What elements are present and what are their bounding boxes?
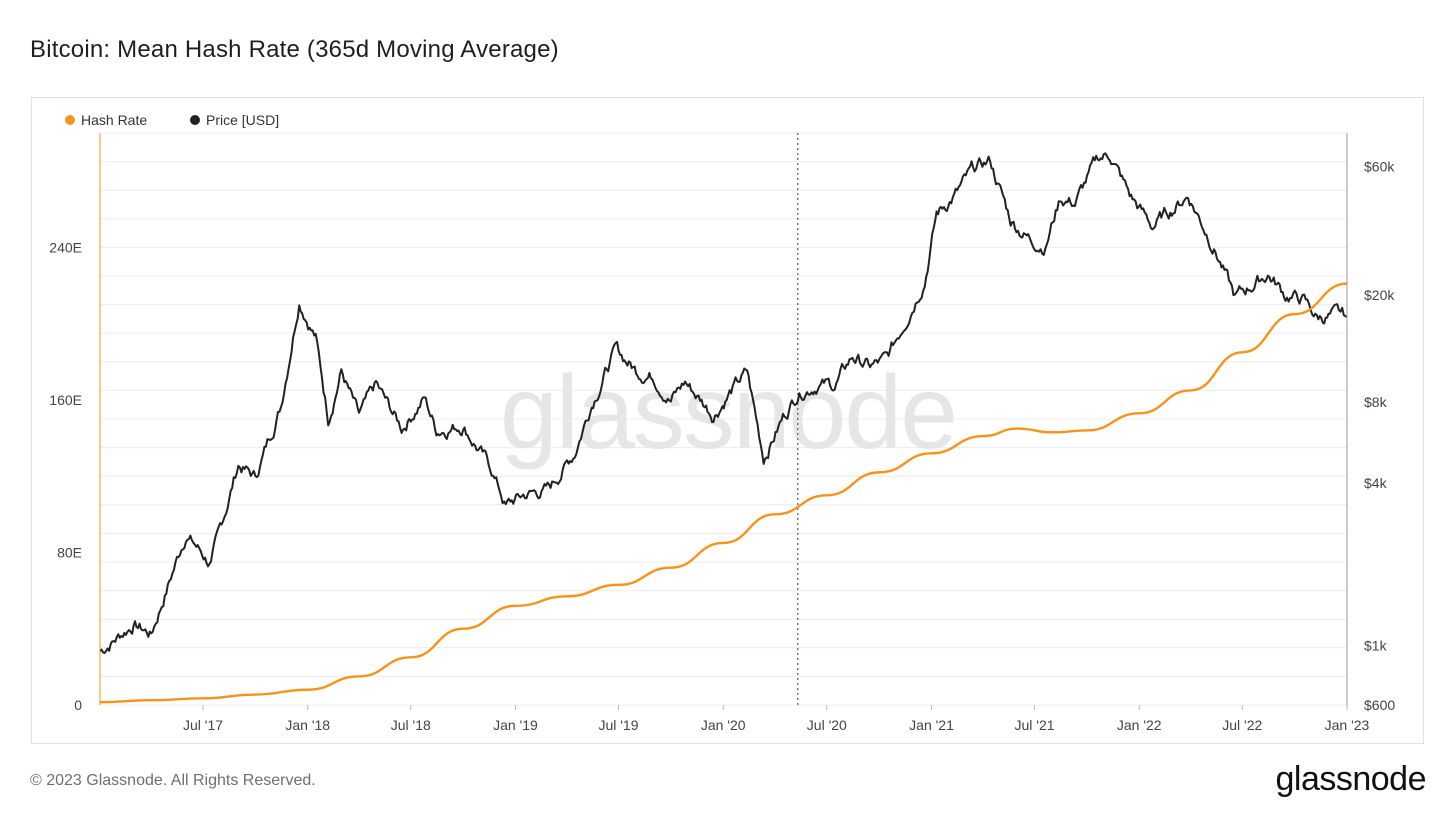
- legend-item-price[interactable]: Price [USD]: [190, 112, 279, 128]
- left-axis-ticks: 0 80E 160E 240E: [49, 239, 82, 713]
- right-tick-label: $20k: [1364, 287, 1395, 303]
- chart-panel: [31, 97, 1424, 744]
- x-tick-label: Jan '22: [1117, 717, 1162, 733]
- page-title: Bitcoin: Mean Hash Rate (365d Moving Ave…: [30, 36, 559, 63]
- x-tick-label: Jan '18: [285, 717, 330, 733]
- series-line-hash-rate: [99, 282, 1348, 704]
- x-tick-label: Jul '17: [183, 717, 223, 733]
- right-tick-label: $8k: [1364, 394, 1388, 410]
- x-tick-label: Jul '22: [1222, 717, 1262, 733]
- x-tick-label: Jan '19: [493, 717, 538, 733]
- x-tick-label: Jan '20: [701, 717, 746, 733]
- watermark: glassnode: [500, 355, 956, 471]
- x-tick-label: Jul '19: [598, 717, 638, 733]
- legend-marker: [65, 115, 75, 125]
- x-tick-label: Jul '21: [1015, 717, 1055, 733]
- legend: Hash Rate Price [USD]: [65, 112, 279, 128]
- right-tick-label: $60k: [1364, 159, 1395, 175]
- right-tick-label: $1k: [1364, 637, 1388, 653]
- x-axis-ticks: Jul '17 Jan '18 Jul '18 Jan '19 Jul '19 Jan '…: [183, 705, 1370, 733]
- legend-label: Price [USD]: [206, 112, 279, 128]
- right-tick-label: $600: [1364, 697, 1395, 713]
- right-tick-label: $4k: [1364, 475, 1388, 491]
- legend-label: Hash Rate: [81, 112, 147, 128]
- legend-item-hash-rate[interactable]: Hash Rate: [65, 112, 147, 128]
- x-tick-label: Jul '18: [391, 717, 431, 733]
- brand-logo[interactable]: glassnode: [1275, 760, 1426, 798]
- right-axis-ticks: $600 $1k $4k $8k $20k $60k: [1364, 159, 1395, 713]
- copyright-footer: © 2023 Glassnode. All Rights Reserved.: [30, 772, 316, 789]
- left-tick-label: 0: [74, 697, 82, 713]
- x-tick-label: Jul '20: [807, 717, 847, 733]
- x-tick-label: Jan '23: [1325, 717, 1370, 733]
- left-tick-label: 160E: [49, 392, 82, 408]
- series-line-price: [99, 152, 1348, 654]
- left-tick-label: 240E: [49, 239, 82, 255]
- x-tick-label: Jan '21: [909, 717, 954, 733]
- legend-marker: [190, 115, 200, 125]
- left-tick-label: 80E: [57, 544, 82, 560]
